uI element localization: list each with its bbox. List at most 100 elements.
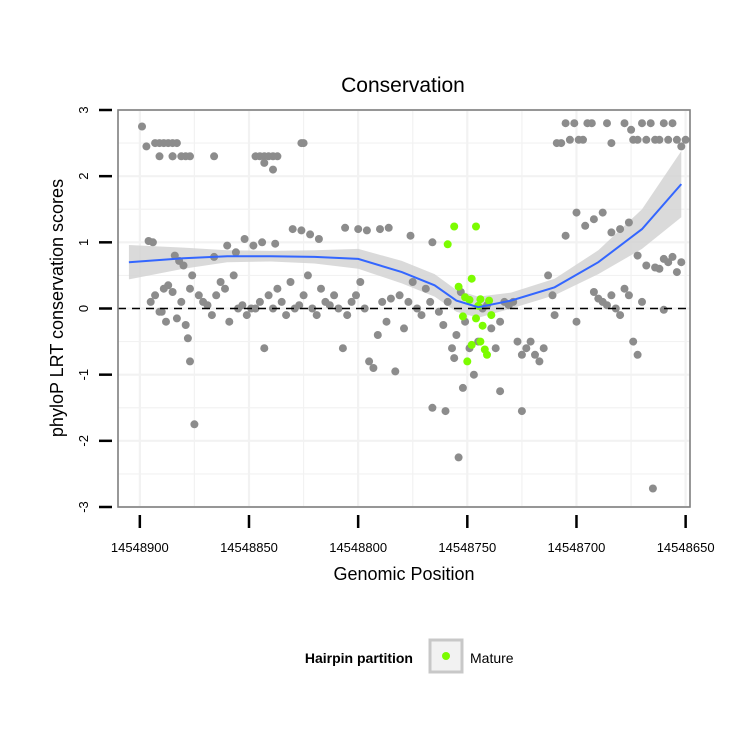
background-point (299, 291, 308, 300)
background-point (522, 344, 531, 353)
background-point (616, 225, 625, 234)
background-point (664, 135, 673, 144)
background-point (620, 119, 629, 128)
mature-point (485, 296, 494, 305)
background-point (408, 278, 417, 286)
background-point (188, 271, 197, 280)
data-points (138, 119, 690, 493)
y-tick-label: 0 (76, 305, 91, 312)
background-point (186, 152, 194, 161)
background-point (210, 152, 219, 161)
background-point (404, 297, 413, 306)
background-point (334, 304, 343, 313)
mature-point (476, 337, 485, 346)
background-point (255, 297, 264, 306)
background-point (151, 291, 160, 300)
background-point (216, 278, 225, 286)
mature-point (465, 295, 474, 304)
background-point (629, 337, 638, 346)
background-point (297, 226, 306, 235)
background-point (138, 122, 146, 131)
background-point (624, 218, 633, 227)
background-point (664, 258, 673, 267)
x-tick-label: 14548750 (438, 540, 496, 555)
background-point (655, 135, 664, 144)
background-point (186, 284, 194, 293)
background-point (212, 291, 221, 300)
background-point (229, 271, 238, 280)
background-point (428, 403, 437, 412)
background-point (659, 119, 668, 128)
background-point (589, 288, 598, 296)
background-point (288, 225, 297, 234)
background-point (443, 297, 452, 306)
background-point (579, 135, 587, 144)
background-point (642, 261, 651, 270)
x-tick-label: 14548700 (548, 540, 606, 555)
mature-point (450, 222, 459, 231)
background-point (672, 135, 681, 144)
legend-label-mature: Mature (470, 650, 514, 666)
background-point (531, 350, 539, 359)
background-point (452, 331, 461, 339)
background-point (382, 317, 391, 326)
y-axis-title: phyloP LRT conservation scores (47, 179, 67, 437)
background-point (570, 119, 579, 128)
background-point (282, 311, 291, 320)
background-point (487, 324, 496, 333)
background-point (223, 241, 232, 250)
plot-border (117, 109, 691, 508)
background-point (655, 264, 664, 273)
legend-mature-marker (442, 652, 450, 660)
background-point (384, 223, 393, 232)
background-point (668, 119, 677, 128)
background-point (148, 238, 157, 247)
mature-point (478, 321, 487, 330)
background-point (194, 291, 203, 300)
background-point (517, 407, 526, 416)
background-point (469, 370, 478, 379)
legend: Hairpin partition Mature (305, 638, 514, 674)
background-point (373, 331, 382, 339)
confidence-band (128, 151, 682, 318)
background-point (168, 152, 177, 161)
background-point (312, 311, 321, 320)
background-point (607, 228, 616, 237)
background-point (306, 230, 315, 239)
mature-point (467, 340, 476, 349)
background-point (496, 387, 505, 396)
background-point (677, 142, 686, 151)
background-point (421, 284, 430, 293)
background-point (360, 304, 369, 313)
mature-point (472, 314, 480, 323)
background-point (303, 271, 312, 280)
background-point (240, 235, 249, 243)
background-point (428, 238, 437, 247)
background-point (681, 135, 690, 144)
background-point (668, 252, 677, 261)
background-point (517, 350, 526, 359)
mature-point (458, 312, 467, 321)
background-point (314, 235, 323, 243)
background-point (581, 221, 590, 230)
background-point (535, 357, 544, 366)
background-point (572, 208, 581, 217)
smooth-curve (128, 183, 683, 309)
mature-point (472, 222, 480, 231)
background-point (271, 239, 280, 248)
background-point (338, 344, 347, 353)
background-point (251, 304, 260, 313)
background-point (308, 304, 317, 313)
legend-key (428, 638, 464, 674)
x-axis: 14548900 14548850 14548800 14548750 14548700… (111, 515, 715, 555)
background-point (572, 317, 581, 326)
background-point (638, 119, 646, 128)
background-point (491, 344, 500, 353)
background-point (677, 258, 686, 267)
mature-point (483, 350, 491, 359)
background-point (561, 119, 570, 128)
mature-point (467, 274, 476, 283)
background-point (454, 453, 463, 462)
background-point (386, 294, 395, 303)
